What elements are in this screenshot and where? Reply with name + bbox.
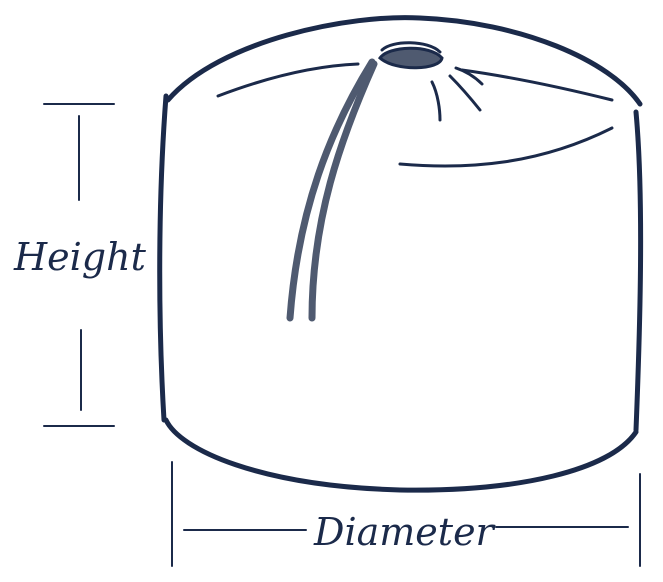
knot-opening: [378, 46, 444, 70]
drawstring-cord-right: [308, 60, 378, 322]
height-dimension: [43, 103, 115, 427]
drawstring-icon: [286, 41, 444, 322]
height-label: Height: [13, 235, 147, 279]
pouf-fold-left: [216, 62, 360, 98]
pouf-right-side: [633, 109, 644, 433]
pouf-crease-2: [448, 74, 482, 112]
knot-top: [380, 41, 442, 54]
pouf-top-rim: [165, 15, 643, 107]
diameter-label: Diameter: [313, 510, 497, 554]
diameter-dimension: [171, 461, 641, 567]
pouf-fold-right: [460, 68, 614, 102]
pouf-fold-lower: [398, 126, 614, 168]
pouf-left-side: [157, 93, 169, 423]
pouf-illustration: [157, 15, 644, 493]
pouf-crease-3: [454, 66, 484, 86]
drawstring-cord-left: [286, 58, 376, 322]
pouf-bottom: [163, 417, 639, 493]
pouf-crease-1: [430, 80, 442, 122]
